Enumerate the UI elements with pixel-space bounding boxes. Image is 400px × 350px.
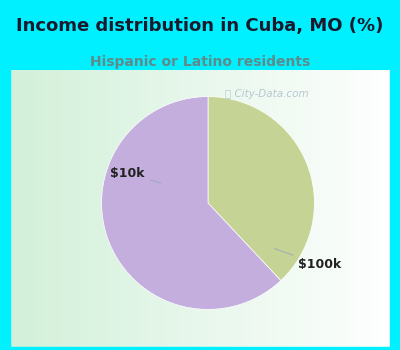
Text: Hispanic or Latino residents: Hispanic or Latino residents: [90, 55, 310, 69]
Bar: [390, 70, 400, 350]
Bar: [0, 347, 400, 350]
Wedge shape: [102, 97, 281, 309]
Text: ⓘ City-Data.com: ⓘ City-Data.com: [225, 89, 308, 99]
Wedge shape: [208, 97, 314, 281]
Bar: [0, 70, 10, 350]
Text: $10k: $10k: [110, 167, 161, 183]
Text: $100k: $100k: [274, 248, 342, 271]
Text: Income distribution in Cuba, MO (%): Income distribution in Cuba, MO (%): [16, 17, 384, 35]
